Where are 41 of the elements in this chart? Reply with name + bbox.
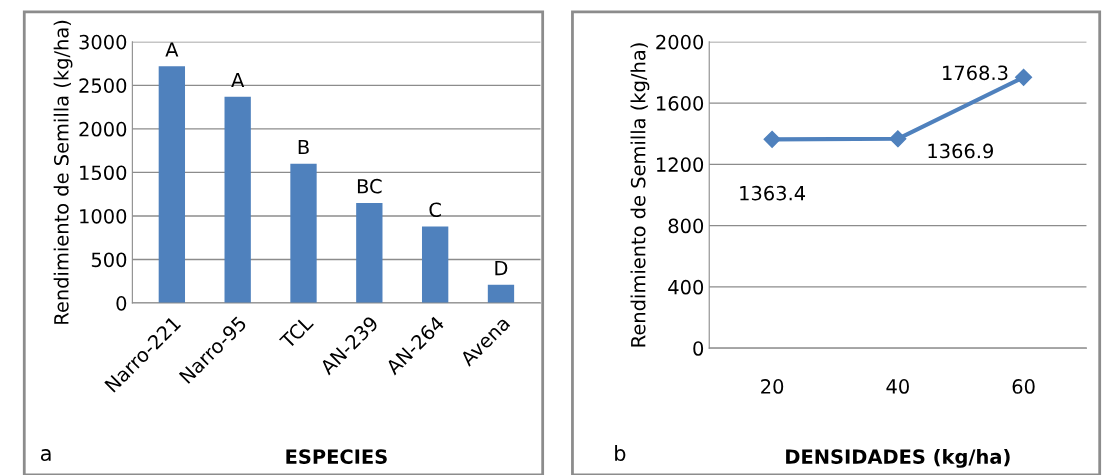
annotation: B xyxy=(298,139,309,155)
point xyxy=(1015,68,1033,86)
y-tick-label: 400 xyxy=(668,279,704,295)
x-axis-title: DENSIDADES (kg/ha) xyxy=(786,448,1010,468)
text: b xyxy=(615,444,626,462)
y-tick-label: 1600 xyxy=(657,96,704,111)
y-axis-title: Rendimiento de Semilla (kg/ha) xyxy=(53,20,73,324)
point xyxy=(763,130,781,148)
bar xyxy=(356,202,383,304)
data-label: 1363.4 xyxy=(740,185,806,201)
y-tick-label: 1200 xyxy=(657,157,704,173)
y-tick-label: 500 xyxy=(91,252,127,268)
annotation: D xyxy=(495,260,508,276)
y-tick-label: 2500 xyxy=(79,78,127,94)
x-axis-title: ESPECIES xyxy=(286,449,387,464)
y-tick-label: 2000 xyxy=(79,121,127,137)
y-tick-label: 3000 xyxy=(79,34,127,50)
x-tick-label: TCL xyxy=(278,314,315,350)
x-tick-label: 60 xyxy=(1012,379,1035,394)
bar xyxy=(421,226,449,304)
y-tick-label: 1000 xyxy=(80,208,127,224)
annotation: A xyxy=(231,72,245,88)
data-label: 1366.9 xyxy=(928,143,993,159)
x-tick-label: 20 xyxy=(761,379,784,394)
bar xyxy=(290,163,317,304)
bar xyxy=(487,284,515,304)
y-tick-label: 2000 xyxy=(656,34,704,50)
y-tick-label: 0 xyxy=(693,341,704,356)
data-label: 1768.3 xyxy=(943,65,1008,81)
annotation: A xyxy=(165,42,179,57)
bar xyxy=(158,66,186,304)
y-tick-label: 800 xyxy=(668,218,704,234)
y-axis-title: Rendimiento de Semilla (kg/ha) xyxy=(630,43,650,347)
x-tick-label: 40 xyxy=(886,379,909,394)
y-tick-label: 0 xyxy=(116,296,127,311)
bar xyxy=(224,96,251,304)
y-tick-label: 1500 xyxy=(80,165,127,181)
annotation: C xyxy=(429,202,441,218)
annotation: BC xyxy=(357,178,382,194)
text: a xyxy=(40,449,51,462)
point xyxy=(889,130,907,148)
